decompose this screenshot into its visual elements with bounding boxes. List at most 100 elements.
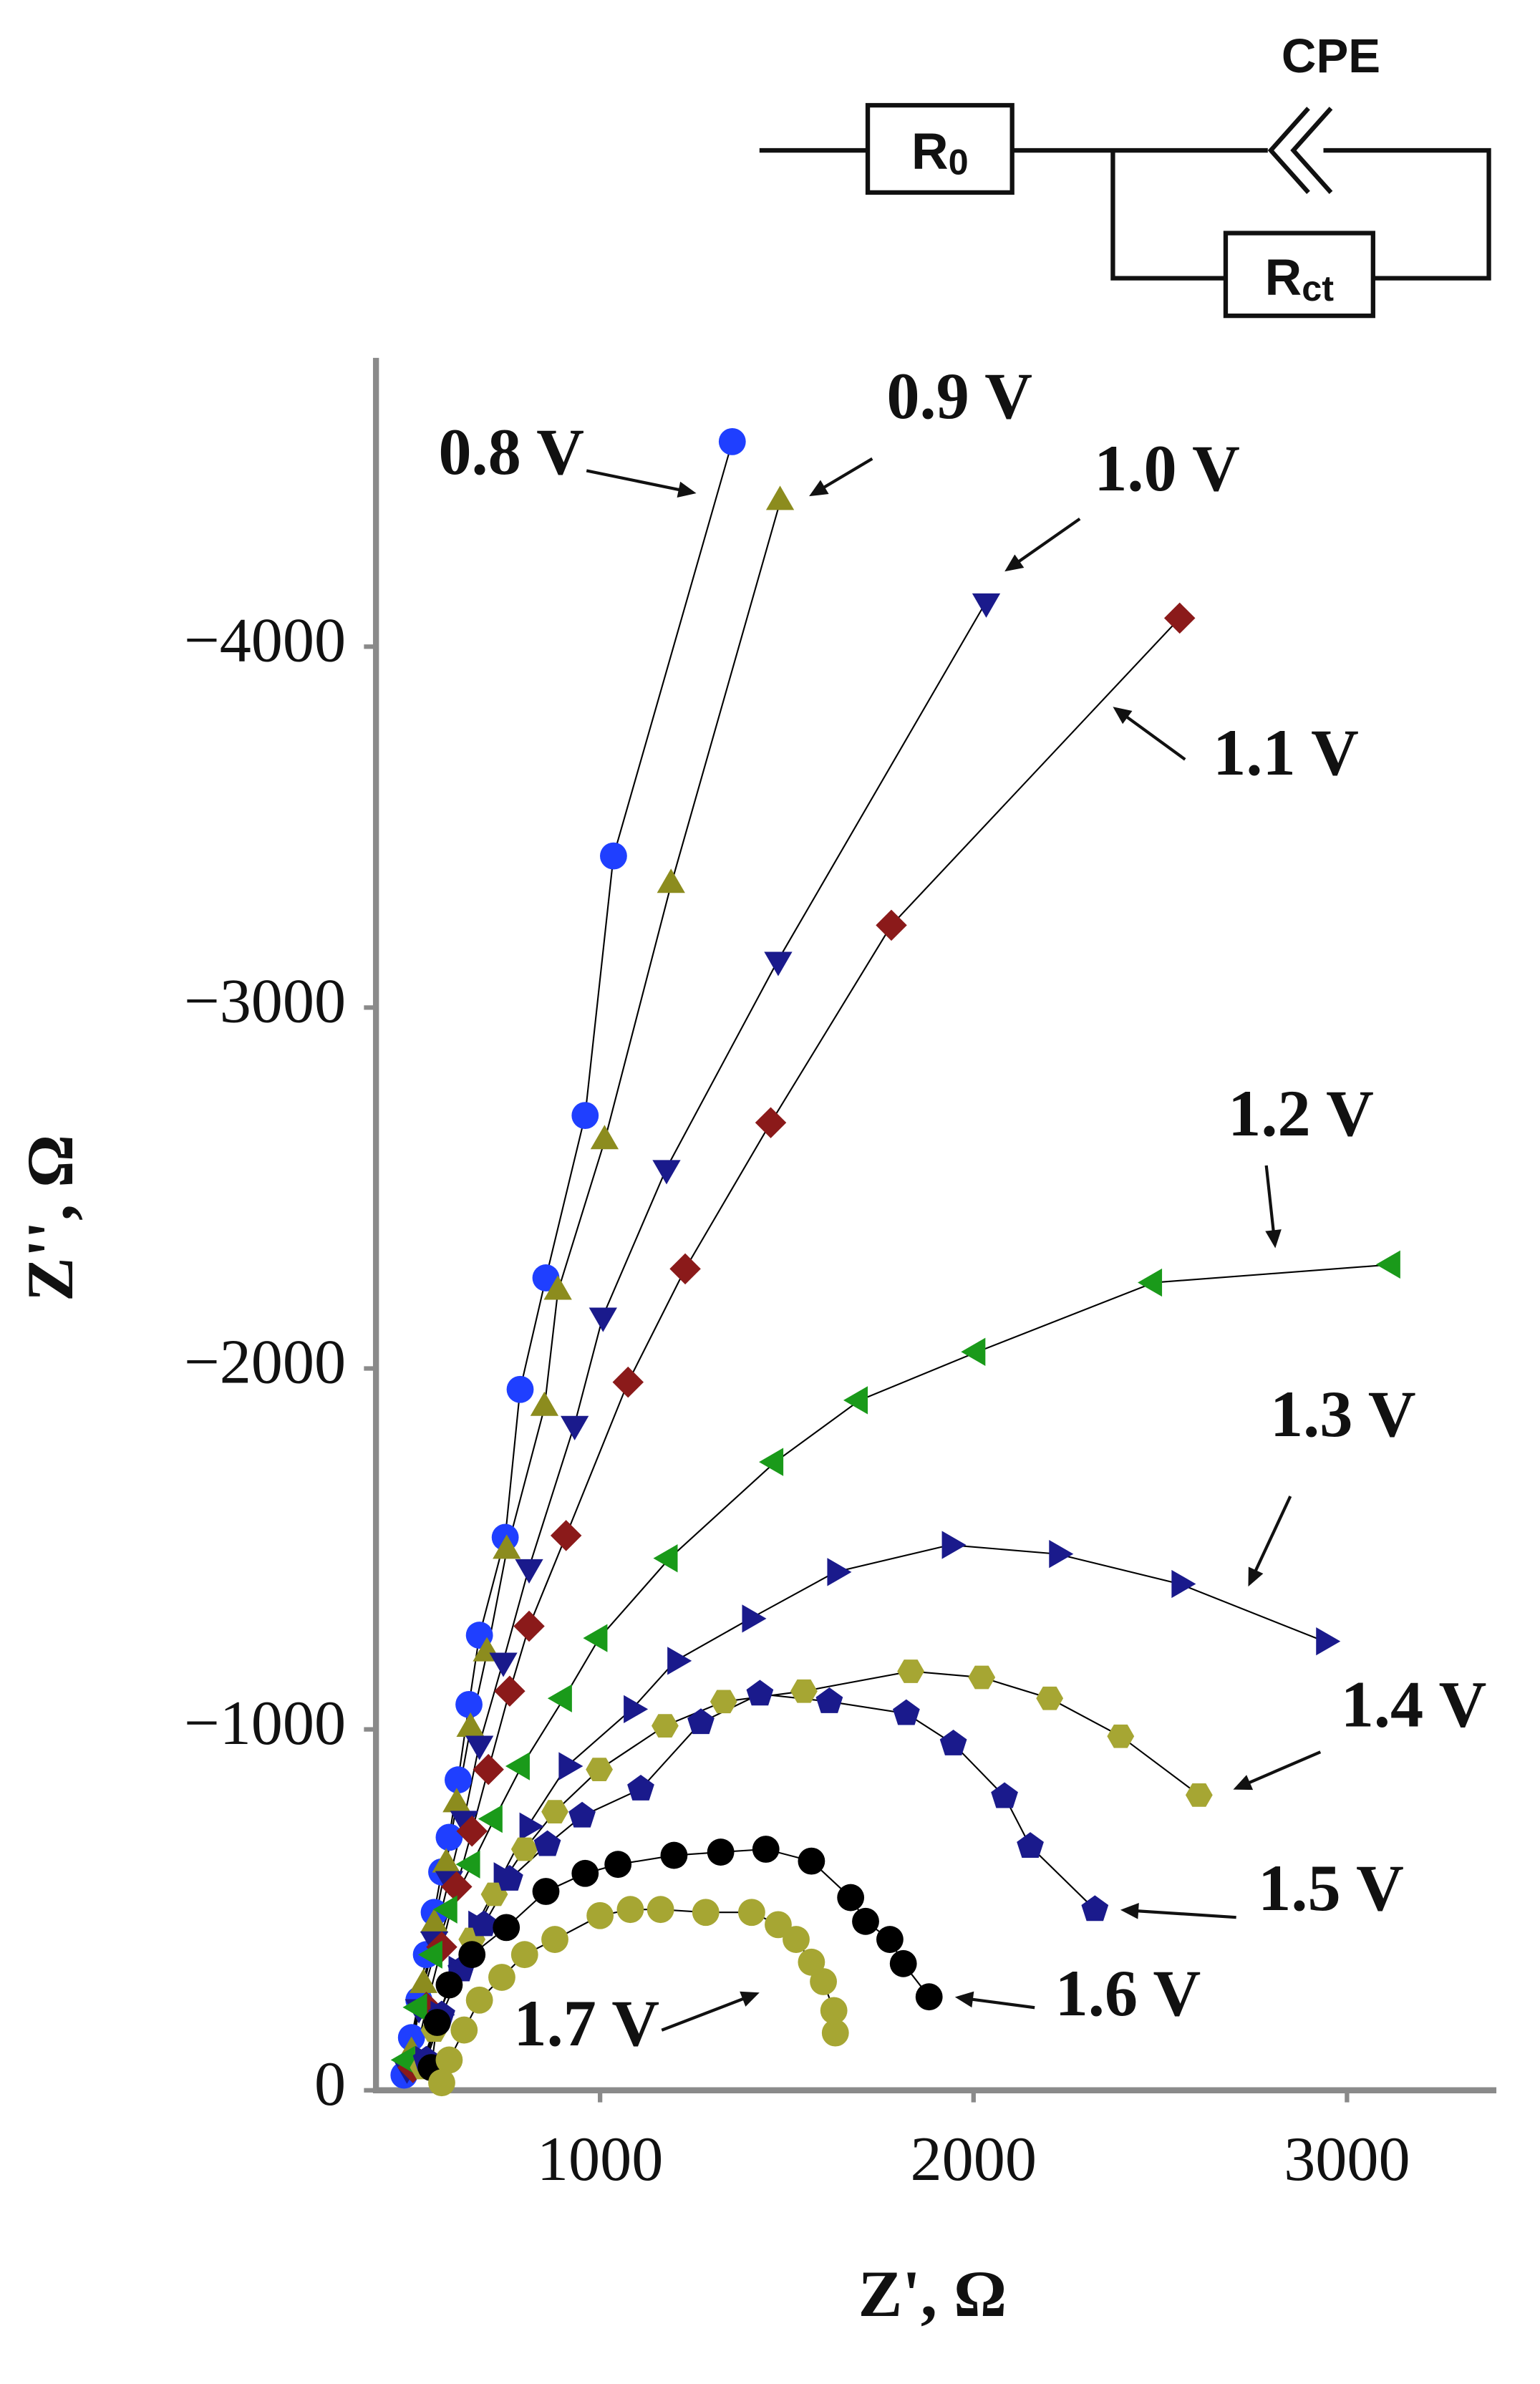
data-point	[972, 593, 1001, 618]
data-point	[532, 1878, 560, 1905]
data-point	[876, 909, 907, 941]
data-point	[843, 1386, 868, 1415]
data-point	[742, 1604, 767, 1633]
data-point	[465, 1735, 494, 1760]
x-tick-label: 1000	[537, 2124, 663, 2194]
data-point	[455, 1850, 480, 1879]
data-point	[669, 1253, 701, 1285]
data-point	[428, 2069, 455, 2097]
data-point	[738, 1899, 765, 1927]
arrow-line	[586, 469, 683, 492]
data-point	[790, 1679, 818, 1703]
data-point	[571, 1102, 599, 1130]
data-point	[465, 1986, 493, 2014]
data-point	[764, 951, 793, 977]
rct-sub: ct	[1302, 268, 1334, 309]
x-tick-label: 3000	[1284, 2124, 1410, 2194]
data-point	[456, 1712, 485, 1737]
data-point	[1171, 1569, 1196, 1599]
arrow-line	[1253, 1496, 1292, 1574]
data-point	[1163, 602, 1196, 634]
data-point	[558, 1752, 583, 1780]
y-tick-label: −2000	[184, 1327, 346, 1397]
data-point	[478, 1805, 503, 1833]
rct-label: Rct	[1265, 249, 1335, 309]
data-point	[889, 1949, 917, 1977]
data-point	[941, 1531, 967, 1559]
series-label: 1.1 V	[1213, 716, 1359, 789]
data-point	[612, 1366, 644, 1398]
data-point	[604, 1851, 632, 1879]
data-point	[505, 1752, 530, 1780]
r0-label: R0	[911, 122, 969, 182]
data-point	[541, 1926, 568, 1953]
cpe-symbol	[1267, 107, 1333, 194]
data-point	[519, 1812, 544, 1841]
data-point	[568, 1801, 596, 1828]
data-point	[571, 1859, 599, 1887]
arrow-head	[954, 1991, 974, 2008]
data-point	[435, 1823, 463, 1851]
data-point	[423, 2009, 451, 2036]
arrow-head	[809, 480, 829, 497]
data-point	[586, 1901, 614, 1929]
data-point	[586, 1758, 613, 1781]
data-point	[450, 2016, 478, 2044]
data-point	[1375, 1250, 1400, 1279]
data-point	[798, 1948, 825, 1976]
data-point	[1185, 1783, 1213, 1807]
data-point	[821, 2019, 849, 2047]
rct-main: R	[1265, 249, 1302, 306]
data-point	[746, 1680, 774, 1706]
series-label: 1.5 V	[1258, 1851, 1404, 1924]
data-point	[470, 1910, 498, 1937]
data-point	[488, 1964, 515, 1991]
data-point	[939, 1729, 967, 1755]
y-tick-label: −4000	[184, 605, 346, 675]
data-point	[1049, 1539, 1074, 1569]
data-point	[968, 1665, 996, 1690]
arrow-line	[1015, 517, 1081, 565]
arrow-line	[661, 1996, 747, 2032]
data-point	[445, 1766, 472, 1794]
data-point	[493, 1534, 521, 1559]
arrow-line	[820, 457, 873, 490]
data-point	[852, 1907, 879, 1935]
data-point	[489, 1652, 518, 1677]
series-label: 1.0 V	[1094, 432, 1240, 505]
series-label: 1.6 V	[1055, 1957, 1201, 2030]
series-label: 1.4 V	[1341, 1668, 1487, 1741]
data-point	[1138, 1268, 1163, 1297]
data-point	[991, 1782, 1018, 1808]
data-point	[837, 1884, 865, 1911]
cpe-label: CPE	[1282, 29, 1380, 83]
data-point	[616, 1896, 644, 1924]
arrow-line	[1246, 1750, 1322, 1785]
data-point	[1081, 1895, 1109, 1922]
circuit-wire	[759, 147, 1491, 281]
x-axis-label: Z', Ω	[858, 2257, 1007, 2330]
data-point	[533, 1830, 561, 1856]
data-point	[651, 1714, 679, 1738]
arrow-head	[1120, 1903, 1139, 1919]
data-point	[652, 1160, 681, 1185]
y-axis-label: Z'', Ω	[14, 1135, 87, 1302]
data-point	[1036, 1686, 1064, 1710]
data-point	[473, 1753, 504, 1785]
data-point	[765, 485, 795, 510]
fit-line	[406, 601, 987, 2068]
circuit	[759, 102, 1491, 319]
arrow-head	[1265, 1229, 1282, 1249]
data-point	[627, 1774, 654, 1801]
data-point	[510, 1837, 538, 1861]
arrow-head	[1248, 1566, 1264, 1587]
data-point	[815, 1687, 843, 1713]
data-point	[458, 1941, 486, 1969]
r0-main: R	[911, 122, 949, 180]
data-point	[510, 1941, 538, 1969]
x-tick-label: 2000	[911, 2124, 1037, 2194]
data-point	[692, 1899, 720, 1927]
y-tick-label: −3000	[184, 966, 346, 1037]
data-point	[561, 1415, 589, 1440]
data-point	[402, 1993, 427, 2022]
